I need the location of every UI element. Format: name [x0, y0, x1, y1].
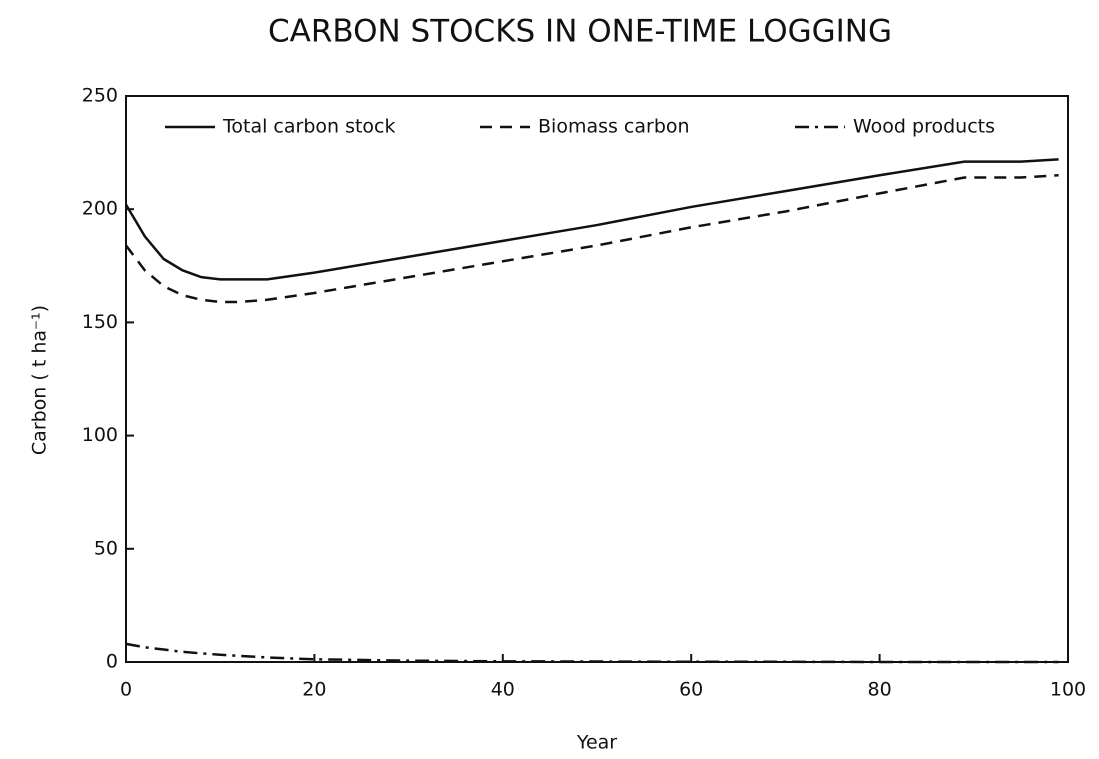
x-axis-label: Year: [576, 732, 617, 754]
x-tick-label: 80: [868, 679, 892, 701]
x-tick-label: 0: [120, 679, 132, 701]
y-tick-label: 150: [82, 311, 118, 333]
series-line: [124, 158, 1059, 281]
y-tick-label: 250: [82, 85, 118, 107]
series-line: [125, 173, 1059, 304]
y-tick-label: 50: [94, 537, 118, 559]
chart-title: CARBON STOCKS IN ONE-TIME LOGGING: [268, 14, 892, 50]
legend-label: Total carbon stock: [222, 116, 396, 138]
plot-frame: [125, 95, 1069, 663]
y-tick-label: 100: [82, 424, 118, 446]
legend-label: Biomass carbon: [538, 116, 690, 138]
x-tick-label: 40: [491, 679, 515, 701]
y-tick-label: 200: [82, 198, 118, 220]
x-tick-label: 100: [1050, 679, 1086, 701]
y-tick-label: 0: [106, 651, 118, 673]
x-tick-label: 20: [302, 679, 326, 701]
series-line: [125, 642, 1059, 664]
x-tick-label: 60: [679, 679, 703, 701]
y-axis-label: Carbon ( t ha⁻¹): [29, 305, 51, 455]
legend-label: Wood products: [853, 116, 995, 138]
